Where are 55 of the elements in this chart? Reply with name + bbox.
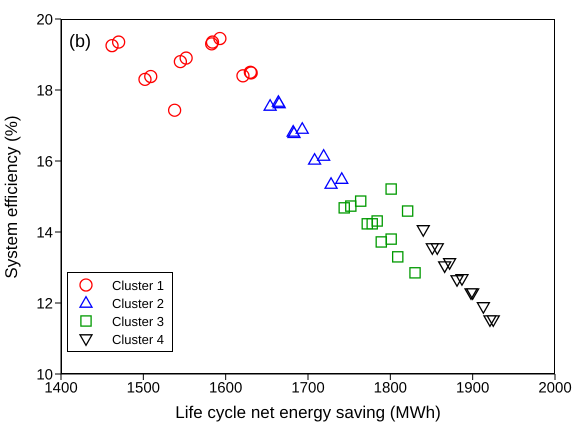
point <box>483 315 497 327</box>
point <box>385 183 397 195</box>
point <box>179 51 193 65</box>
point <box>371 215 383 227</box>
x-tick-label: 1800 <box>374 380 408 397</box>
point <box>385 233 397 245</box>
point <box>174 54 188 68</box>
y-tick-label: 16 <box>36 153 53 170</box>
legend-label: Cluster 4 <box>112 332 164 346</box>
x-tick-label: 1600 <box>208 380 242 397</box>
point <box>213 32 227 46</box>
point <box>426 243 439 255</box>
point <box>486 315 500 327</box>
point <box>338 202 350 214</box>
point <box>105 38 119 52</box>
point <box>316 149 330 161</box>
point <box>430 243 444 255</box>
point <box>138 72 152 86</box>
x-tick-label: 2000 <box>538 380 572 397</box>
point <box>144 70 158 84</box>
legend-label: Cluster 3 <box>112 314 164 328</box>
point <box>112 35 126 49</box>
point <box>366 218 378 230</box>
y-tick-label: 18 <box>36 82 53 100</box>
point <box>236 69 250 82</box>
point <box>354 195 366 207</box>
y-tick-label: 12 <box>36 295 53 312</box>
legend-label: Cluster 2 <box>112 296 164 310</box>
y-tick-label: 14 <box>36 224 53 242</box>
y-axis-title: System efficiency (%) <box>1 114 22 280</box>
x-axis-title: Life cycle net energy saving (MWh) <box>175 403 441 422</box>
point <box>168 104 182 117</box>
point <box>476 302 490 314</box>
point <box>402 205 414 217</box>
point <box>392 251 404 263</box>
point <box>438 261 452 274</box>
point <box>362 218 374 230</box>
point <box>416 225 430 237</box>
point <box>376 236 388 248</box>
y-tick-label: 20 <box>36 11 53 28</box>
point <box>442 258 456 270</box>
point <box>345 200 357 212</box>
point <box>335 172 348 184</box>
x-tick-label: 1900 <box>456 380 490 397</box>
point <box>409 267 421 279</box>
point <box>450 275 464 287</box>
x-tick-label: 1500 <box>126 380 160 397</box>
point <box>263 99 277 111</box>
point <box>308 152 322 165</box>
annotation: (b) <box>69 31 91 52</box>
point <box>296 122 309 134</box>
point <box>455 274 469 286</box>
x-tick-label: 1700 <box>291 380 325 397</box>
legend-label: Cluster 1 <box>112 278 164 292</box>
point <box>324 177 338 189</box>
